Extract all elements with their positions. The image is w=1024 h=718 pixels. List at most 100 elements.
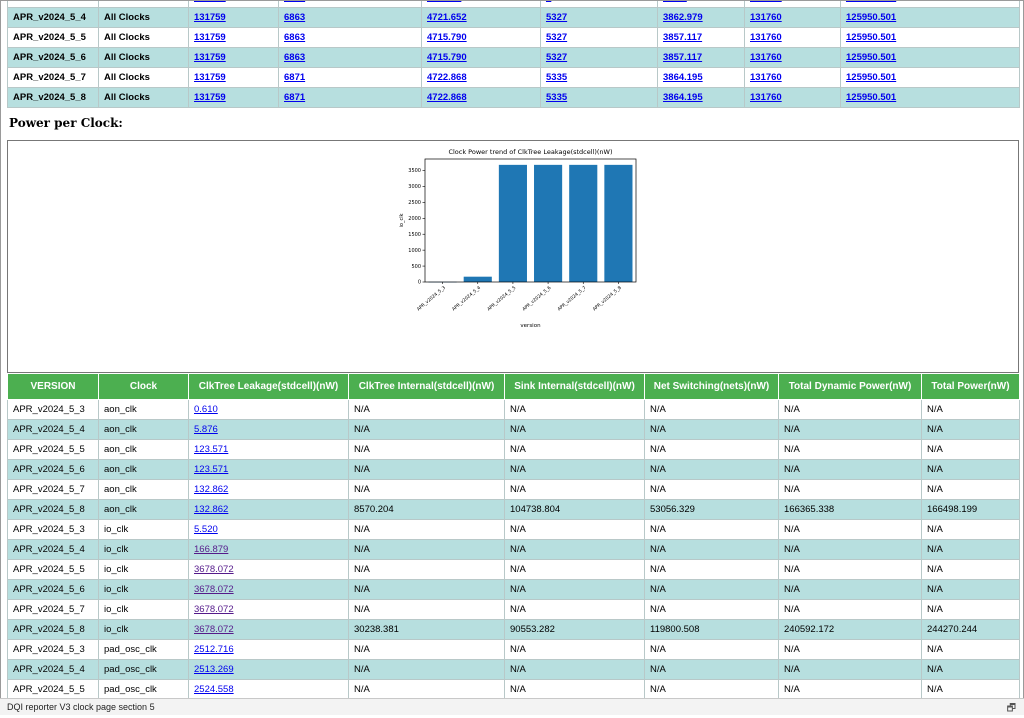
summary-row: APR_v2024_5_6 All Clocks 131759 6863 4715.79… bbox=[7, 47, 1020, 68]
metric-cell: 131759 bbox=[188, 1, 279, 8]
bar bbox=[498, 164, 527, 282]
leakage-link[interactable]: 123.571 bbox=[194, 464, 229, 475]
metric-cell: 131760 bbox=[744, 47, 841, 68]
clock-cell: io_clk bbox=[98, 619, 189, 640]
metric-cell: 602.102 bbox=[421, 1, 541, 8]
metric-link[interactable]: 3862.979 bbox=[663, 12, 703, 23]
metric-link[interactable]: 5335 bbox=[546, 72, 568, 83]
metric-link[interactable]: 4721.652 bbox=[427, 12, 467, 23]
leakage-link[interactable]: 2513.269 bbox=[194, 664, 234, 675]
metric-link[interactable]: 131759 bbox=[194, 12, 226, 23]
restore-window-icon[interactable]: 🗗 bbox=[1006, 703, 1016, 714]
y-tick-label: 2000 bbox=[408, 216, 421, 222]
section-title: Power per Clock: bbox=[9, 116, 123, 130]
metric-link[interactable]: 4715.790 bbox=[427, 52, 467, 63]
leakage-link[interactable]: 2524.558 bbox=[194, 684, 234, 695]
metric-link[interactable]: 4715.790 bbox=[427, 32, 467, 43]
metric-link[interactable]: 0.000 bbox=[663, 1, 687, 3]
total-cell: N/A bbox=[921, 579, 1020, 600]
net-cell: N/A bbox=[644, 459, 779, 480]
metric-link[interactable]: 602.102 bbox=[427, 1, 461, 3]
leakage-link[interactable]: 2512.716 bbox=[194, 644, 234, 655]
total-cell: N/A bbox=[921, 519, 1020, 540]
metric-cell: 131759 bbox=[188, 67, 279, 88]
leakage-link[interactable]: 123.571 bbox=[194, 444, 229, 455]
internal-cell: 30238.381 bbox=[348, 619, 505, 640]
metric-link[interactable]: 131760 bbox=[750, 32, 782, 43]
metric-link[interactable]: 131760 bbox=[750, 1, 782, 3]
metric-link[interactable]: 4722.868 bbox=[427, 72, 467, 83]
metric-cell: 0.000 bbox=[657, 1, 745, 8]
clock-cell: pad_osc_clk bbox=[98, 679, 189, 698]
metric-link[interactable]: 3864.195 bbox=[663, 72, 703, 83]
metric-cell: 5335 bbox=[540, 67, 658, 88]
sink-cell: N/A bbox=[504, 639, 645, 660]
leakage-link[interactable]: 3678.072 bbox=[194, 624, 234, 635]
total-cell: 244270.244 bbox=[921, 619, 1020, 640]
metric-cell: 125950.501 bbox=[840, 67, 1020, 88]
dyn-cell: N/A bbox=[778, 399, 922, 420]
metric-link[interactable]: 131759 bbox=[194, 92, 226, 103]
table-row: APR_v2024_5_5 io_clk 3678.072 N/A N/A N/A N/A N… bbox=[7, 559, 1020, 580]
metric-link[interactable]: 5335 bbox=[546, 92, 568, 103]
leakage-link[interactable]: 5.520 bbox=[194, 524, 218, 535]
metric-link[interactable]: 5327 bbox=[546, 52, 568, 63]
metric-link[interactable]: 125950.501 bbox=[846, 72, 897, 83]
metric-link[interactable]: 131759 bbox=[194, 52, 226, 63]
leakage-link[interactable]: 3678.072 bbox=[194, 604, 234, 615]
metric-cell: 6863 bbox=[278, 27, 422, 48]
metric-link[interactable]: 125950.501 bbox=[846, 92, 897, 103]
metric-link[interactable]: 131760 bbox=[750, 12, 782, 23]
metric-link[interactable]: 131759 bbox=[194, 1, 226, 3]
dyn-cell: 166365.338 bbox=[778, 499, 922, 520]
version-cell: APR_v2024_5_5 bbox=[7, 559, 99, 580]
metric-link[interactable]: 6863 bbox=[284, 52, 306, 63]
y-tick-label: 1000 bbox=[408, 248, 421, 254]
report-viewport[interactable]: APR_v2024_5_3All Clocks1317591558602.102… bbox=[0, 0, 1024, 698]
version-cell: APR_v2024_5_7 bbox=[7, 599, 99, 620]
metric-link[interactable]: 125950.501 bbox=[846, 32, 897, 43]
leakage-link[interactable]: 132.862 bbox=[194, 484, 229, 495]
total-cell: N/A bbox=[921, 459, 1020, 480]
metric-cell: 5327 bbox=[540, 47, 658, 68]
leakage-link[interactable]: 132.862 bbox=[194, 504, 229, 515]
metric-link[interactable]: 3864.195 bbox=[663, 92, 703, 103]
metric-link[interactable]: 1558 bbox=[284, 1, 305, 3]
leakage-link[interactable]: 0.610 bbox=[194, 404, 218, 415]
metric-link[interactable]: 125950.501 bbox=[846, 12, 897, 23]
leakage-link[interactable]: 3678.072 bbox=[194, 564, 234, 575]
table-row: APR_v2024_5_5 aon_clk 123.571 N/A N/A N/A N/A N… bbox=[7, 439, 1020, 460]
metric-link[interactable]: 6863 bbox=[284, 32, 306, 43]
metric-link[interactable]: 131760 bbox=[750, 92, 782, 103]
metric-link[interactable]: 6871 bbox=[284, 92, 306, 103]
metric-link[interactable]: 6863 bbox=[284, 12, 306, 23]
dyn-cell: N/A bbox=[778, 519, 922, 540]
leakage-link[interactable]: 166.879 bbox=[194, 544, 229, 555]
total-cell: N/A bbox=[921, 679, 1020, 698]
leakage-cell: 0.610 bbox=[188, 399, 349, 420]
leakage-link[interactable]: 5.876 bbox=[194, 424, 218, 435]
metric-link[interactable]: 6871 bbox=[284, 72, 306, 83]
internal-cell: N/A bbox=[348, 399, 505, 420]
version-cell: APR_v2024_5_8 bbox=[7, 87, 99, 108]
metric-link[interactable]: 131760 bbox=[750, 72, 782, 83]
clock-cell: aon_clk bbox=[98, 419, 189, 440]
metric-link[interactable]: 3857.117 bbox=[663, 32, 703, 43]
metric-link[interactable]: 3857.117 bbox=[663, 52, 703, 63]
total-cell: N/A bbox=[921, 659, 1020, 680]
metric-link[interactable]: 125950.501 bbox=[846, 1, 896, 3]
summary-row: APR_v2024_5_5 All Clocks 131759 6863 4715.79… bbox=[7, 27, 1020, 48]
clock-cell: io_clk bbox=[98, 519, 189, 540]
metric-link[interactable]: 131759 bbox=[194, 72, 226, 83]
metric-link[interactable]: 131760 bbox=[750, 52, 782, 63]
metric-link[interactable]: 0 bbox=[546, 1, 551, 3]
metric-link[interactable]: 5327 bbox=[546, 12, 568, 23]
metric-link[interactable]: 4722.868 bbox=[427, 92, 467, 103]
leakage-link[interactable]: 3678.072 bbox=[194, 584, 234, 595]
metric-link[interactable]: 131759 bbox=[194, 32, 226, 43]
table-row: APR_v2024_5_4 io_clk 166.879 N/A N/A N/A N/A N/… bbox=[7, 539, 1020, 560]
metric-link[interactable]: 125950.501 bbox=[846, 52, 897, 63]
metric-link[interactable]: 5327 bbox=[546, 32, 568, 43]
table-row: APR_v2024_5_8 aon_clk 132.862 8570.204 10473… bbox=[7, 499, 1020, 520]
y-tick-label: 3500 bbox=[408, 168, 421, 174]
